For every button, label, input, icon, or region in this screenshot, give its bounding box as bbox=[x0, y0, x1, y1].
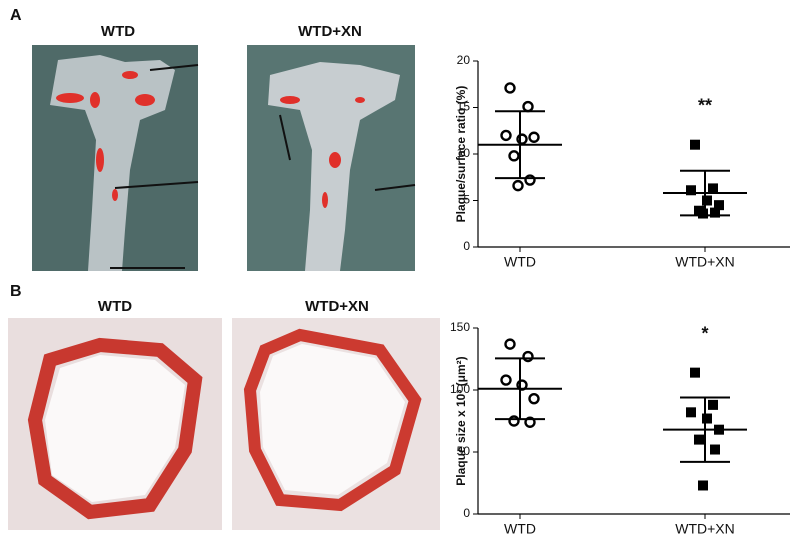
image-caption: WTD+XN bbox=[298, 23, 362, 40]
y-tick-label: 15 bbox=[457, 100, 471, 114]
data-point bbox=[504, 338, 516, 350]
data-point bbox=[690, 139, 700, 150]
data-point bbox=[686, 185, 696, 196]
panel-label: B bbox=[10, 283, 22, 300]
data-point bbox=[528, 392, 540, 405]
y-tick-label: 50 bbox=[457, 444, 471, 458]
image-caption: WTD bbox=[101, 23, 135, 40]
data-point bbox=[708, 399, 718, 410]
charts: 0 5 10 15 20 Plaque/surface ratio (%) WTD WTD+X… bbox=[450, 53, 790, 537]
panel-label: A bbox=[10, 7, 22, 24]
data-point bbox=[504, 82, 516, 94]
y-tick-label: 10 bbox=[457, 146, 471, 160]
data-point bbox=[698, 208, 708, 219]
data-point bbox=[702, 413, 712, 424]
data-point bbox=[710, 207, 720, 218]
data-point bbox=[698, 480, 708, 491]
photo bbox=[247, 45, 416, 271]
x-tick-label: WTD+XN bbox=[675, 254, 735, 270]
photo bbox=[8, 318, 222, 530]
image-caption: WTD bbox=[98, 298, 132, 315]
significance: ** bbox=[698, 95, 712, 115]
y-tick-label: 20 bbox=[457, 53, 471, 67]
data-point bbox=[694, 434, 704, 445]
x-tick-label: WTD+XN bbox=[675, 521, 735, 537]
data-point bbox=[708, 183, 718, 194]
data-point bbox=[516, 133, 528, 145]
data-point bbox=[710, 444, 720, 455]
x-tick-label: WTD bbox=[504, 254, 536, 270]
y-tick-label: 0 bbox=[463, 506, 470, 520]
y-tick-label: 5 bbox=[463, 193, 470, 207]
data-point bbox=[690, 367, 700, 378]
data-point bbox=[524, 174, 536, 186]
photo bbox=[32, 45, 199, 271]
data-point bbox=[686, 407, 696, 418]
data-point bbox=[702, 195, 712, 206]
data-point bbox=[508, 150, 520, 162]
data-point bbox=[522, 100, 534, 113]
data-point bbox=[528, 131, 540, 143]
data-point bbox=[508, 415, 520, 427]
data-point bbox=[714, 200, 724, 211]
y-tick-label: 0 bbox=[463, 239, 470, 253]
y-tick-label: 100 bbox=[450, 382, 470, 396]
data-point bbox=[500, 374, 512, 386]
x-tick-label: WTD bbox=[504, 521, 536, 537]
data-point bbox=[512, 179, 524, 192]
y-axis-label: Plaque size x 10³ (μm²) bbox=[454, 356, 468, 485]
data-point bbox=[500, 129, 512, 142]
photo bbox=[232, 318, 440, 530]
y-axis-label: Plaque/surface ratio (%) bbox=[454, 86, 468, 223]
y-tick-label: 150 bbox=[450, 320, 470, 334]
image-caption: WTD+XN bbox=[305, 298, 369, 315]
significance: * bbox=[701, 323, 708, 343]
data-point bbox=[522, 350, 534, 363]
